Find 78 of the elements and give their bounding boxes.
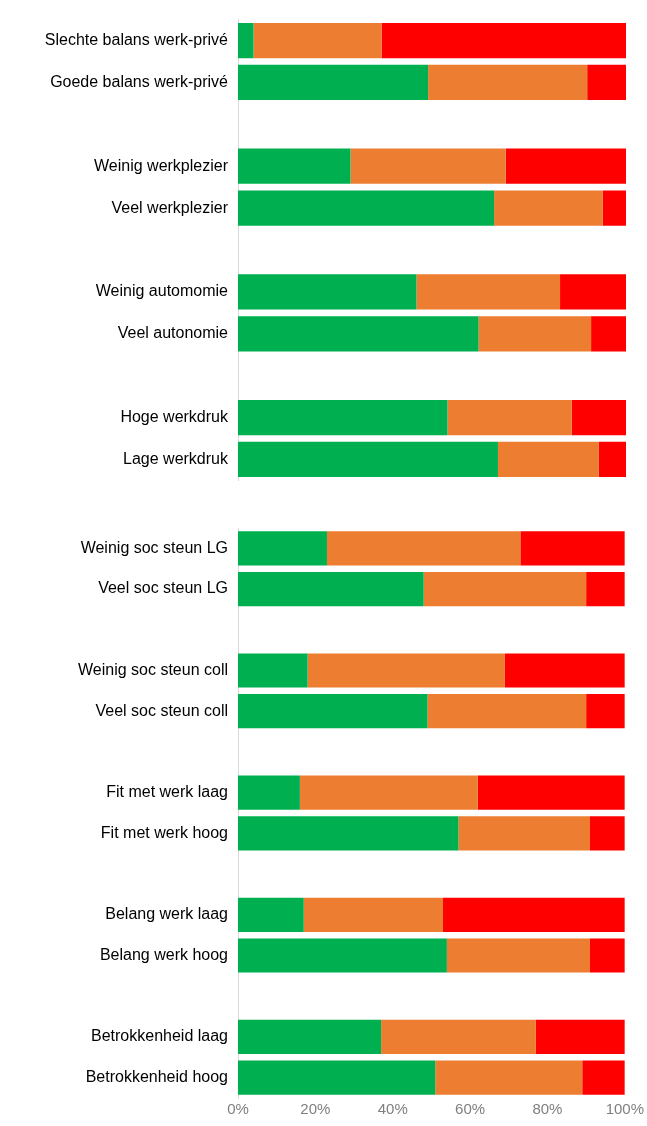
- bar: [238, 816, 459, 851]
- bar: [381, 22, 626, 59]
- bar: [326, 531, 521, 566]
- y-tick-label: Betrokkenheid hoog: [85, 1068, 228, 1086]
- bar: [299, 775, 478, 810]
- bar: [586, 571, 625, 607]
- y-tick-label: Veel werkplezier: [111, 198, 229, 216]
- bar: [238, 274, 417, 310]
- y-tick-label: Belang werk hoog: [99, 945, 228, 963]
- bar: [590, 938, 625, 973]
- y-tick-label: Weinig automomie: [95, 282, 229, 300]
- bar: [504, 653, 625, 688]
- bar: [435, 1060, 583, 1095]
- bar: [238, 441, 498, 478]
- bar: [303, 897, 444, 932]
- y-tick-label: Fit met werk hoog: [100, 823, 228, 841]
- bar: [307, 653, 505, 688]
- bar: [427, 694, 587, 729]
- bar: [458, 816, 590, 851]
- y-tick-label: Veel autonomie: [117, 324, 229, 342]
- bar: [535, 1019, 625, 1055]
- bar: [238, 897, 304, 932]
- x-tick-label: 40%: [377, 1100, 408, 1118]
- y-tick-label: Weinig soc steun coll: [78, 660, 228, 678]
- bar: [478, 316, 592, 352]
- bar: [560, 274, 626, 310]
- bar: [590, 816, 625, 851]
- x-tick-label: 100%: [605, 1100, 645, 1118]
- x-tick-label: 60%: [455, 1100, 486, 1118]
- bar: [571, 399, 626, 436]
- bar: [253, 22, 382, 59]
- bar: [238, 531, 327, 566]
- y-tick-label: Goede balans werk-privé: [50, 72, 229, 90]
- bar: [238, 571, 424, 607]
- bar: [602, 190, 626, 226]
- bar: [423, 571, 587, 607]
- bar: [238, 190, 495, 226]
- y-tick-label: Lage werkdruk: [123, 449, 229, 467]
- bar: [238, 1060, 436, 1095]
- bar: [520, 531, 625, 566]
- y-tick-label: Veel soc steun coll: [95, 701, 228, 719]
- y-tick-label: Weinig soc steun LG: [80, 538, 228, 556]
- y-tick-label: Fit met werk laag: [106, 783, 228, 801]
- x-tick-label: 20%: [300, 1100, 331, 1118]
- y-tick-label: Slechte balans werk-privé: [44, 30, 229, 48]
- bar: [447, 399, 572, 436]
- bar: [497, 441, 599, 478]
- bar: [238, 399, 448, 436]
- y-tick-label: Belang werk laag: [105, 905, 228, 923]
- x-tick-label: 80%: [532, 1100, 563, 1118]
- bar: [582, 1060, 625, 1095]
- bar: [494, 190, 603, 226]
- bar: [381, 1019, 536, 1055]
- bar: [238, 148, 351, 184]
- y-tick-label: Hoge werkdruk: [120, 407, 229, 425]
- x-tick-label: 0%: [227, 1100, 249, 1118]
- y-tick-label: Weinig werkplezier: [94, 156, 229, 174]
- bar: [587, 64, 626, 101]
- bar: [238, 694, 428, 729]
- bar: [443, 897, 625, 932]
- y-tick-label: Betrokkenheid laag: [91, 1027, 228, 1045]
- bar: [238, 22, 254, 59]
- bar: [505, 148, 626, 184]
- bar: [586, 694, 625, 729]
- bar: [477, 775, 625, 810]
- bar: [416, 274, 561, 310]
- bar: [350, 148, 506, 184]
- bar: [238, 653, 308, 688]
- bar: [238, 775, 300, 810]
- bar: [238, 938, 447, 973]
- bar: [238, 316, 479, 352]
- bar: [238, 1019, 382, 1055]
- y-tick-label: Veel soc steun LG: [98, 579, 228, 597]
- bar: [446, 938, 590, 973]
- bar: [591, 316, 626, 352]
- bar: [428, 64, 588, 101]
- bar: [238, 64, 429, 101]
- bar: [598, 441, 626, 478]
